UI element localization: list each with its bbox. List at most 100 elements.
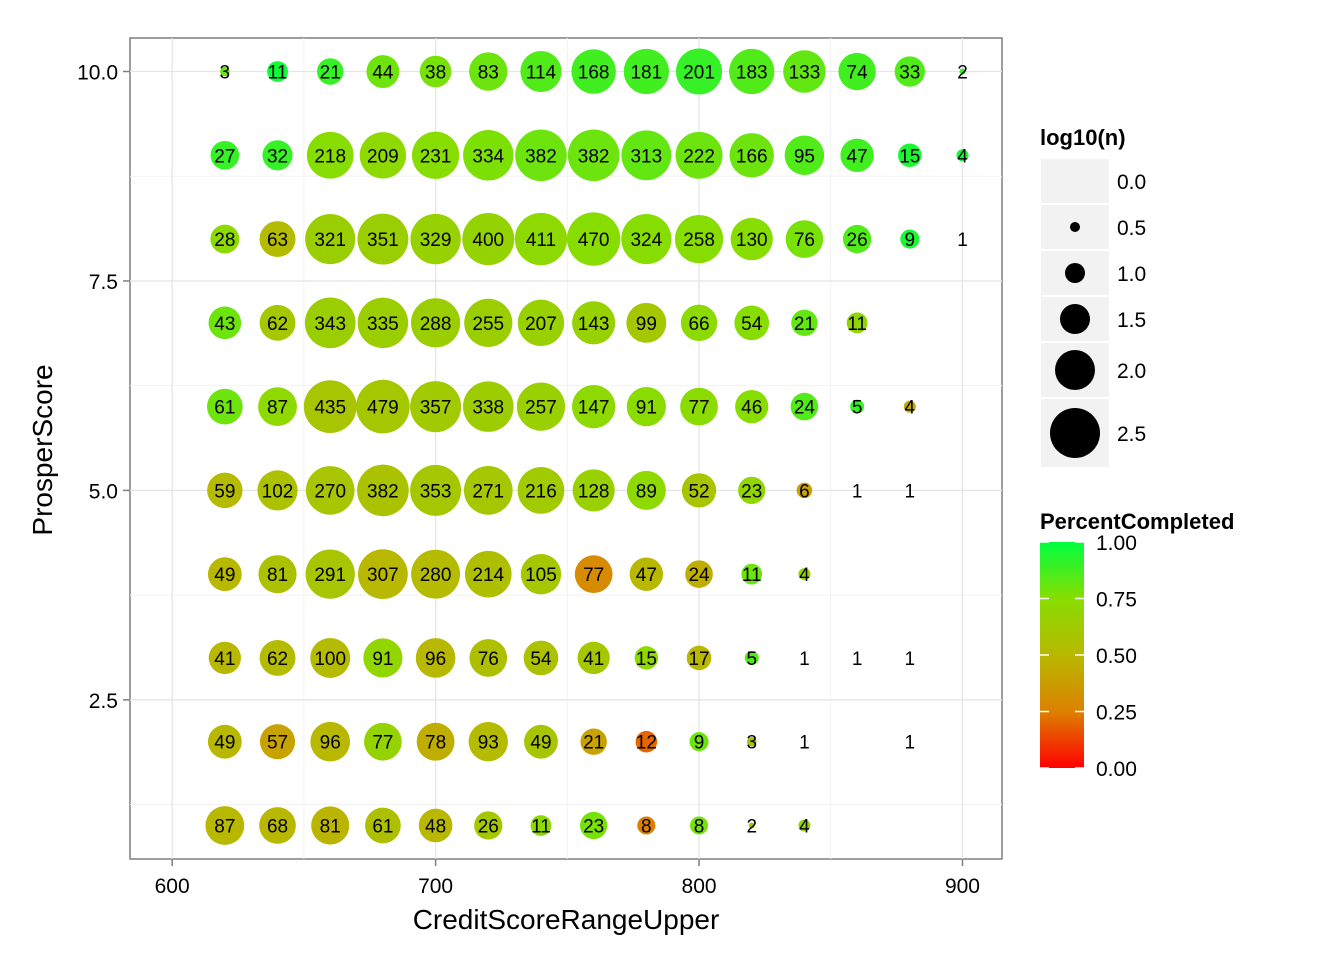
data-point — [791, 309, 818, 337]
data-point — [267, 61, 288, 82]
x-axis-title: CreditScoreRangeUpper — [413, 904, 720, 935]
data-label: 26 — [478, 816, 499, 837]
data-point — [316, 58, 344, 85]
data-label: 216 — [525, 481, 557, 502]
y-axis-title: ProsperScore — [27, 364, 58, 535]
data-points: 3 11 21 44 38 83 114 168 181 201 183 133 74 33 227 32 21… — [205, 48, 969, 845]
data-label: 15 — [899, 146, 920, 167]
data-point — [514, 212, 568, 266]
data-point — [676, 48, 723, 95]
size-legend-label: 2.5 — [1117, 423, 1146, 446]
data-point — [900, 229, 920, 249]
data-label: 329 — [420, 230, 452, 251]
data-point — [571, 49, 616, 94]
data-point — [304, 297, 356, 349]
data-point — [621, 130, 672, 181]
data-point — [741, 563, 763, 585]
data-point — [358, 549, 408, 600]
data-label: 147 — [578, 398, 610, 419]
data-label: 338 — [472, 398, 504, 419]
data-point — [463, 466, 513, 515]
data-point — [634, 646, 659, 670]
data-label: 47 — [847, 146, 868, 167]
data-label: 26 — [847, 230, 868, 251]
data-point — [796, 482, 813, 499]
data-point — [524, 724, 558, 759]
data-label: 83 — [478, 63, 499, 84]
data-label: 87 — [267, 398, 288, 419]
data-point — [469, 52, 508, 91]
data-point — [259, 221, 296, 258]
data-label: 470 — [578, 230, 610, 251]
data-point — [790, 392, 819, 421]
size-legend-point — [1060, 304, 1090, 334]
data-point — [680, 304, 718, 342]
data-point — [259, 807, 296, 844]
size-legend-point — [1050, 408, 1100, 458]
data-label: 382 — [525, 146, 557, 167]
data-point — [305, 466, 355, 515]
data-point — [846, 312, 868, 334]
data-point — [959, 68, 966, 75]
data-point — [462, 381, 514, 432]
data-label: 166 — [736, 146, 768, 167]
data-label: 11 — [268, 63, 288, 84]
data-point — [842, 224, 872, 254]
data-label: 48 — [425, 816, 446, 837]
data-point — [357, 464, 409, 517]
data-point — [305, 213, 356, 265]
data-point — [207, 724, 242, 759]
data-point — [744, 650, 759, 665]
data-point — [571, 384, 616, 429]
data-label: 207 — [525, 314, 557, 335]
data-label: 4 — [799, 565, 810, 586]
data-point — [517, 299, 565, 346]
data-point — [685, 560, 713, 588]
data-point — [746, 736, 757, 747]
data-label: 63 — [267, 230, 288, 251]
data-point — [520, 553, 562, 595]
color-legend-label: 0.50 — [1096, 645, 1137, 668]
data-point — [626, 387, 666, 427]
data-label: 353 — [420, 481, 452, 502]
data-label: 255 — [472, 314, 504, 335]
data-label: 1 — [799, 649, 810, 670]
size-legend-point — [1070, 222, 1080, 232]
data-label: 3 — [746, 733, 757, 754]
data-point — [674, 214, 724, 264]
data-label: 288 — [420, 314, 452, 335]
data-point — [516, 382, 566, 431]
data-label: 89 — [636, 481, 657, 502]
data-label: 218 — [314, 146, 346, 167]
size-legend-label: 0.0 — [1117, 171, 1146, 194]
data-point — [735, 389, 769, 424]
data-point — [840, 138, 874, 173]
data-label: 12 — [636, 733, 657, 754]
data-label: 334 — [472, 146, 504, 167]
data-point — [418, 808, 453, 843]
data-point — [623, 48, 669, 95]
data-label: 62 — [267, 649, 288, 670]
data-label: 24 — [688, 565, 710, 586]
data-point — [626, 470, 666, 510]
data-label: 33 — [899, 63, 920, 84]
data-point — [357, 213, 409, 265]
data-label: 280 — [420, 565, 452, 586]
y-tick-label: 5.0 — [89, 480, 118, 503]
data-label: 257 — [525, 398, 557, 419]
data-point — [310, 721, 351, 762]
data-label: 95 — [794, 146, 815, 167]
data-point — [850, 399, 865, 414]
data-point — [690, 816, 709, 835]
data-point — [798, 568, 811, 581]
data-label: 68 — [267, 816, 288, 837]
data-point — [310, 637, 351, 678]
data-point — [686, 645, 712, 671]
data-label: 21 — [583, 733, 604, 754]
x-tick-label: 600 — [155, 875, 190, 898]
data-label: 99 — [636, 314, 657, 335]
data-label: 49 — [214, 733, 235, 754]
data-point — [468, 722, 508, 762]
data-label: 27 — [214, 146, 235, 167]
size-legend-title: log10(n) — [1040, 125, 1126, 150]
